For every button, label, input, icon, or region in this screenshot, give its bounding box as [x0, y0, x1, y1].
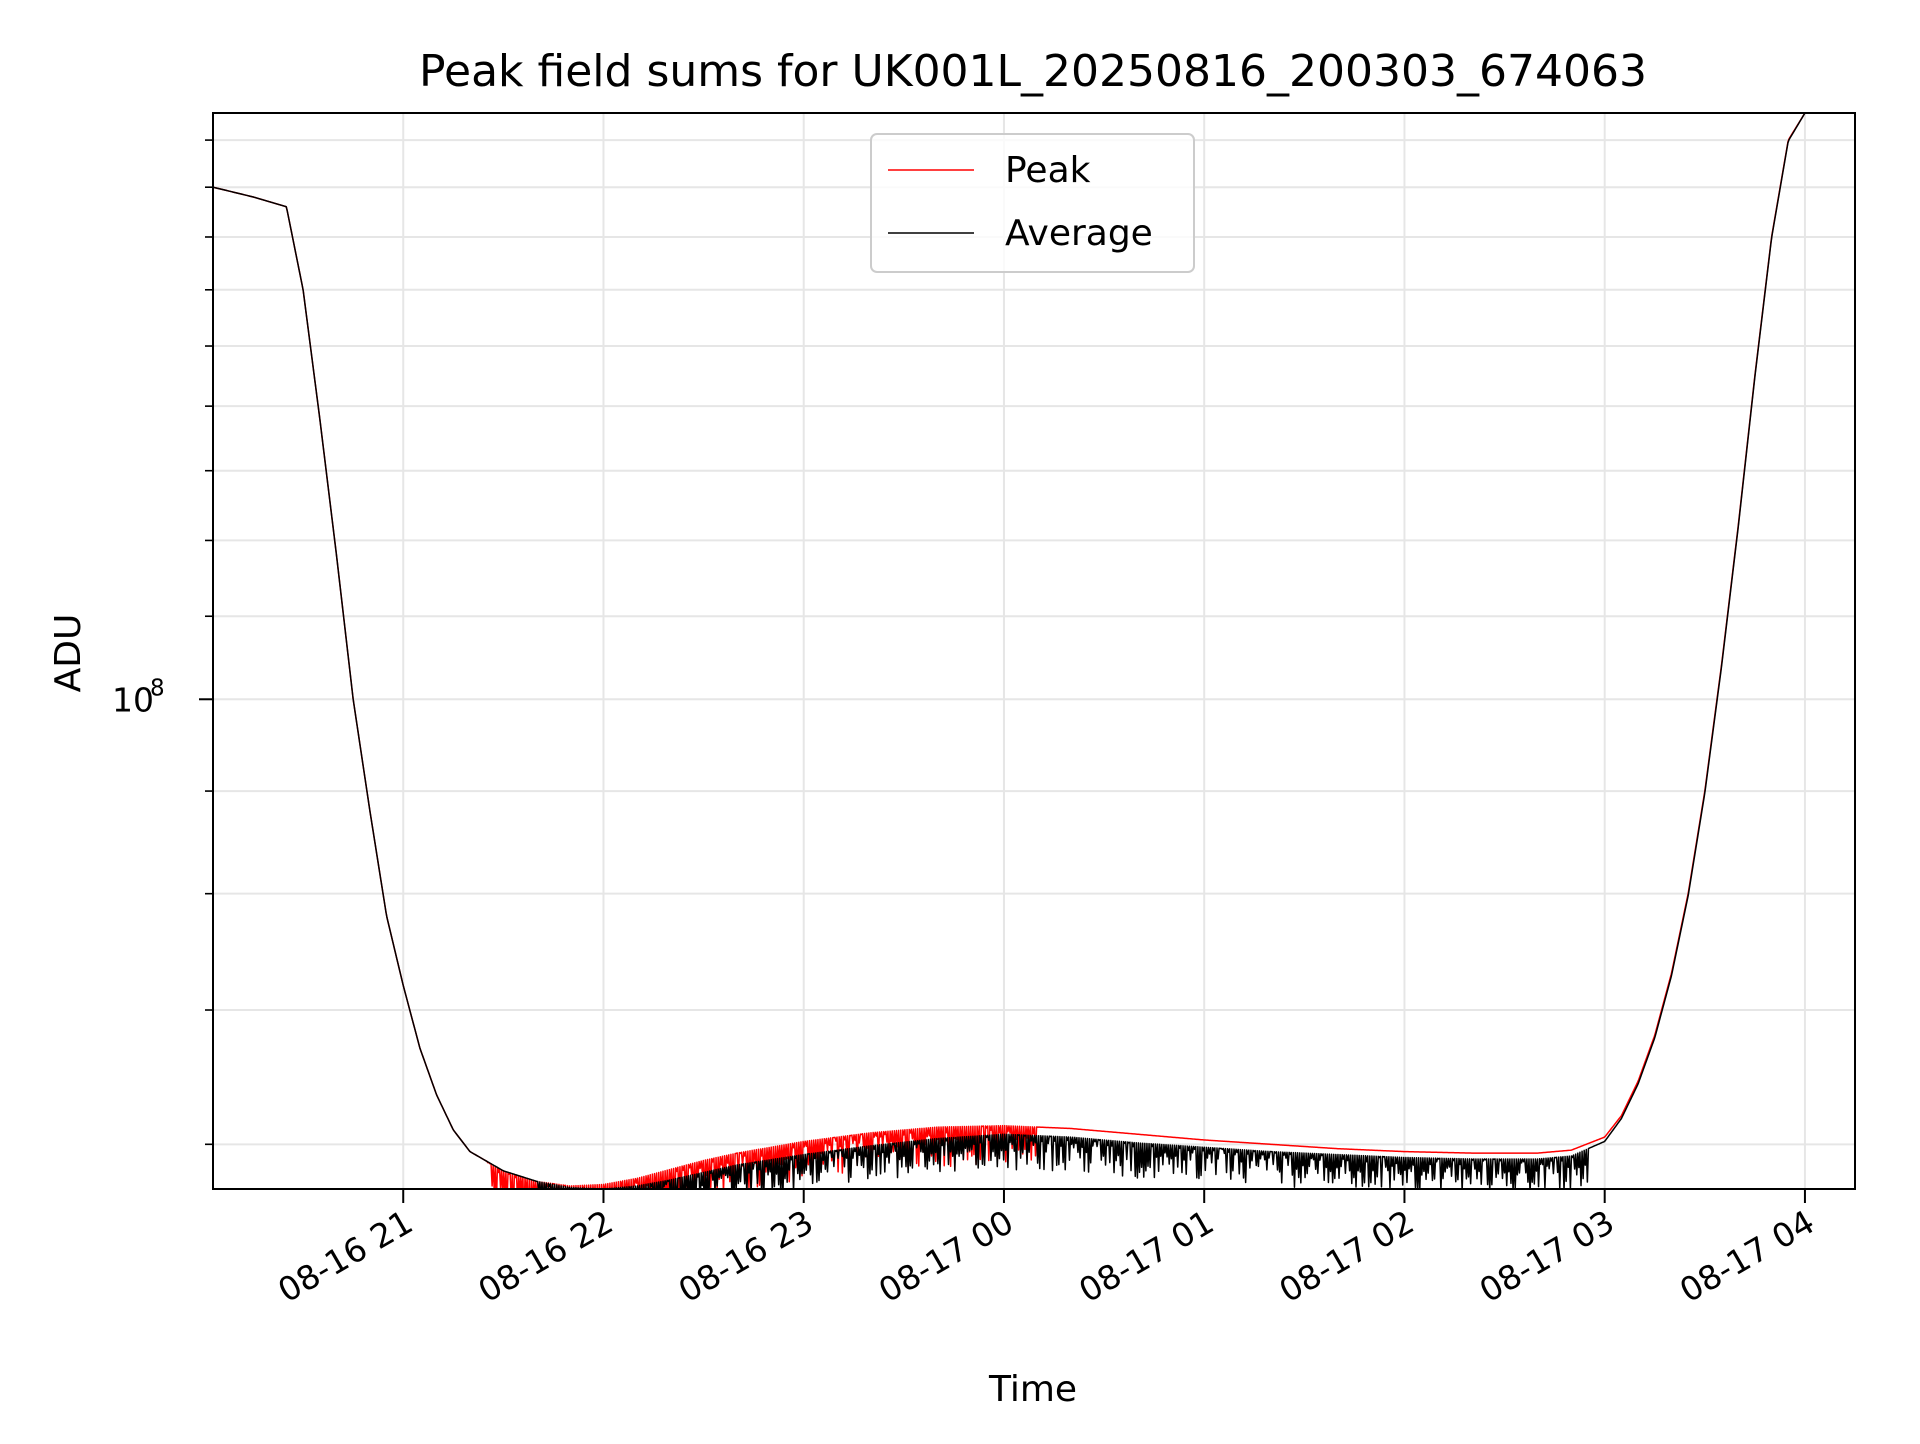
plot-frame [212, 112, 1856, 1190]
legend-box [870, 133, 1195, 273]
y-tick-label-exponent: 8 [150, 675, 165, 701]
legend-label-average: Average [1005, 213, 1153, 254]
legend-label-peak: Peak [1005, 150, 1091, 191]
y-axis-label: ADU [48, 614, 89, 693]
legend: Peak Average [870, 133, 1195, 273]
x-axis-label: Time [988, 1369, 1077, 1410]
series-line-average [213, 113, 1806, 1189]
chart-title: Peak field sums for UK001L_20250816_2003… [419, 46, 1647, 97]
y-tick-label: 10 [112, 680, 154, 719]
grid-layer [213, 113, 1855, 1189]
series-layer [213, 113, 1806, 1189]
